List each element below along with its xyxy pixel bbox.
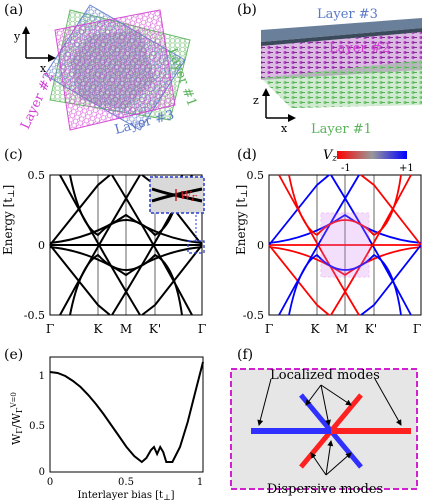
c-inset-w: WΓ — [180, 189, 197, 203]
panel-a-lattice-figure: y x Layer #1 Layer #2 Layer #3 — [13, 4, 199, 138]
axis-y-label: y — [13, 30, 21, 43]
c-xtick-kp: K' — [149, 322, 161, 336]
axis-x-label: x — [40, 62, 47, 75]
d-xtick-m: M — [336, 322, 348, 336]
panel-d: (d) Vz -1 +1 Energy [t⊥] 0.5 0 -0.5 Γ K … — [211, 145, 422, 340]
d-ytick-mid: 0 — [257, 239, 264, 252]
e-ylabel: WΓ/WΓV=0 — [10, 392, 24, 445]
e-xtick-0: 0 — [47, 477, 53, 488]
f-bottom-label: Dispersive modes — [267, 482, 383, 497]
c-xtick-k: K — [94, 322, 104, 336]
d-xtick-k: K — [311, 322, 321, 336]
band-structure-d: Vz -1 +1 Energy [t⊥] 0.5 0 -0.5 Γ K M K'… — [234, 148, 422, 336]
panel-f-label: (f) — [237, 347, 254, 363]
d-colorbar-max: +1 — [399, 163, 414, 174]
band-line — [288, 174, 402, 237]
band-line — [268, 213, 422, 244]
e-xlabel: Interlayer bias [t⊥] — [77, 490, 174, 500]
band-line — [330, 174, 412, 316]
c-ytick-bot: -0.5 — [24, 309, 45, 322]
d-colorbar-min: -1 — [341, 163, 351, 174]
band-line — [360, 174, 422, 246]
c-ytick-top: 0.5 — [28, 169, 46, 182]
band-line — [268, 244, 330, 316]
panel-f: (f) Localized modes Dispersive modes — [211, 345, 422, 500]
panel-b-label: (b) — [237, 2, 257, 18]
e-ytick-0: 0 — [39, 467, 45, 478]
highlight-region — [320, 212, 370, 278]
schematic-f: Localized modes Dispersive modes — [230, 368, 418, 497]
band-line — [49, 246, 203, 277]
band-line — [360, 244, 422, 316]
d-colorbar-label: Vz — [323, 148, 337, 164]
band-line — [49, 174, 111, 246]
d-colorbar — [337, 151, 407, 159]
axis-z-label: z — [253, 94, 259, 107]
f-top-label: Localized modes — [270, 368, 380, 383]
band-line — [278, 174, 360, 316]
d-ytick-bot: -0.5 — [243, 309, 264, 322]
e-ytick-05: 0.5 — [29, 421, 45, 432]
d-xtick-gamma2: Γ — [413, 322, 421, 336]
layer3-slab — [261, 18, 422, 42]
d-xtick-gamma1: Γ — [265, 322, 273, 336]
d-ytick-top: 0.5 — [247, 169, 265, 182]
axis-xb-label: x — [281, 122, 288, 135]
panel-c: (c) Energy [t⊥] 0.5 0 -0.5 Γ K M K' Γ WΓ — [0, 145, 211, 340]
panel-b-layers-figure: Layer #3 Layer #2 Layer #1 z x — [253, 7, 422, 137]
bias-plot-e: WΓ/WΓV=0 1 0.5 0 0 0.5 1 Interlayer bias… — [10, 356, 204, 500]
e-ytick-1: 1 — [39, 371, 45, 382]
layer2-label: Layer #2 — [18, 70, 57, 132]
b-layer3-label: Layer #3 — [317, 7, 378, 22]
panel-e: (e) WΓ/WΓV=0 1 0.5 0 0 0.5 1 Interlayer … — [0, 345, 211, 500]
b-layer2-label: Layer #2 — [329, 41, 390, 56]
band-line — [141, 244, 203, 316]
band-line — [288, 253, 402, 316]
e-xtick-1: 1 — [197, 477, 203, 488]
band-line — [49, 213, 203, 244]
panel-a-label: (a) — [4, 2, 24, 18]
e-xtick-05: 0.5 — [118, 477, 134, 488]
band-line — [268, 246, 422, 277]
c-ylabel: Energy [t⊥] — [1, 185, 17, 255]
band-line — [268, 174, 330, 246]
d-ylabel: Energy [t⊥] — [234, 185, 250, 255]
panel-a: (a) y x Layer #1 Layer #2 La — [0, 0, 211, 140]
band-line — [49, 244, 111, 316]
c-xtick-gamma2: Γ — [198, 322, 206, 336]
band-line — [69, 174, 183, 237]
c-xtick-m: M — [120, 322, 132, 336]
layer1-slab — [261, 60, 422, 108]
panel-b: (b) Layer #3 Layer #2 Layer #1 z — [211, 0, 422, 140]
band-line — [59, 174, 141, 316]
d-xtick-kp: K' — [365, 322, 377, 336]
c-xtick-gamma1: Γ — [46, 322, 54, 336]
e-series-line — [49, 361, 204, 464]
panel-d-label: (d) — [237, 147, 257, 163]
band-line — [69, 253, 183, 316]
c-ytick-mid: 0 — [38, 239, 45, 252]
panel-e-label: (e) — [4, 347, 24, 363]
panel-c-label: (c) — [4, 147, 23, 163]
c-inset: WΓ — [149, 176, 205, 254]
layer2-sheet — [54, 9, 176, 131]
b-layer1-label: Layer #1 — [311, 122, 372, 137]
band-structure-c: Energy [t⊥] 0.5 0 -0.5 Γ K M K' Γ WΓ — [1, 169, 206, 336]
